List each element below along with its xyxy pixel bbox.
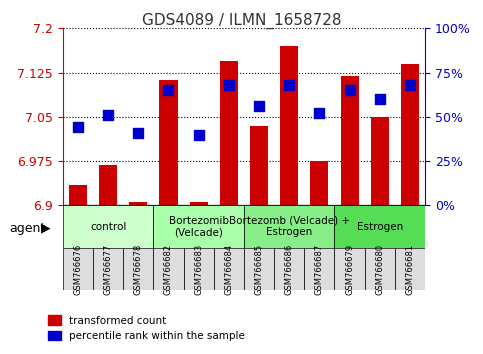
Text: GSM766680: GSM766680 [375, 244, 384, 295]
Text: GSM766683: GSM766683 [194, 244, 203, 295]
Point [376, 96, 384, 102]
Point [406, 82, 414, 88]
FancyBboxPatch shape [184, 248, 213, 290]
Text: agent: agent [10, 222, 46, 235]
FancyBboxPatch shape [274, 248, 304, 290]
Text: Bortezomb (Velcade) +
Estrogen: Bortezomb (Velcade) + Estrogen [228, 216, 350, 238]
Bar [99, 165, 117, 205]
FancyBboxPatch shape [154, 205, 244, 248]
Bar [280, 46, 298, 205]
Bar [69, 185, 87, 205]
FancyBboxPatch shape [244, 248, 274, 290]
Bar [129, 202, 147, 205]
Bar [220, 61, 238, 205]
Text: GSM766678: GSM766678 [134, 244, 143, 295]
Point [285, 82, 293, 88]
Text: GSM766684: GSM766684 [224, 244, 233, 295]
Bar [311, 161, 328, 205]
Text: GSM766687: GSM766687 [315, 244, 324, 295]
Legend: transformed count, percentile rank within the sample: transformed count, percentile rank withi… [44, 311, 249, 345]
FancyBboxPatch shape [335, 205, 425, 248]
Text: GSM766676: GSM766676 [73, 244, 83, 295]
FancyBboxPatch shape [154, 248, 184, 290]
Text: GDS4089 / ILMN_1658728: GDS4089 / ILMN_1658728 [142, 12, 341, 29]
Point [225, 82, 233, 88]
Text: control: control [90, 222, 126, 232]
FancyBboxPatch shape [63, 205, 154, 248]
Bar [341, 75, 358, 205]
FancyBboxPatch shape [304, 248, 335, 290]
Bar [189, 202, 208, 205]
FancyBboxPatch shape [365, 248, 395, 290]
Text: GSM766685: GSM766685 [255, 244, 264, 295]
Point [104, 112, 112, 118]
Bar [159, 80, 178, 205]
FancyBboxPatch shape [244, 205, 335, 248]
Point [74, 125, 82, 130]
Point [346, 87, 354, 93]
FancyBboxPatch shape [335, 248, 365, 290]
Text: GSM766681: GSM766681 [405, 244, 414, 295]
Point [134, 130, 142, 136]
Text: ▶: ▶ [41, 222, 51, 235]
Point [255, 103, 263, 109]
Bar [250, 126, 268, 205]
Text: GSM766682: GSM766682 [164, 244, 173, 295]
FancyBboxPatch shape [63, 248, 93, 290]
Bar [401, 64, 419, 205]
FancyBboxPatch shape [123, 248, 154, 290]
Text: Bortezomib
(Velcade): Bortezomib (Velcade) [169, 216, 228, 238]
Point [195, 132, 202, 137]
Point [315, 110, 323, 116]
FancyBboxPatch shape [93, 248, 123, 290]
Text: GSM766686: GSM766686 [284, 244, 294, 295]
Text: GSM766677: GSM766677 [103, 244, 113, 295]
Text: Estrogen: Estrogen [356, 222, 403, 232]
FancyBboxPatch shape [395, 248, 425, 290]
Text: GSM766679: GSM766679 [345, 244, 354, 295]
Point [165, 87, 172, 93]
Bar [371, 117, 389, 205]
FancyBboxPatch shape [213, 248, 244, 290]
